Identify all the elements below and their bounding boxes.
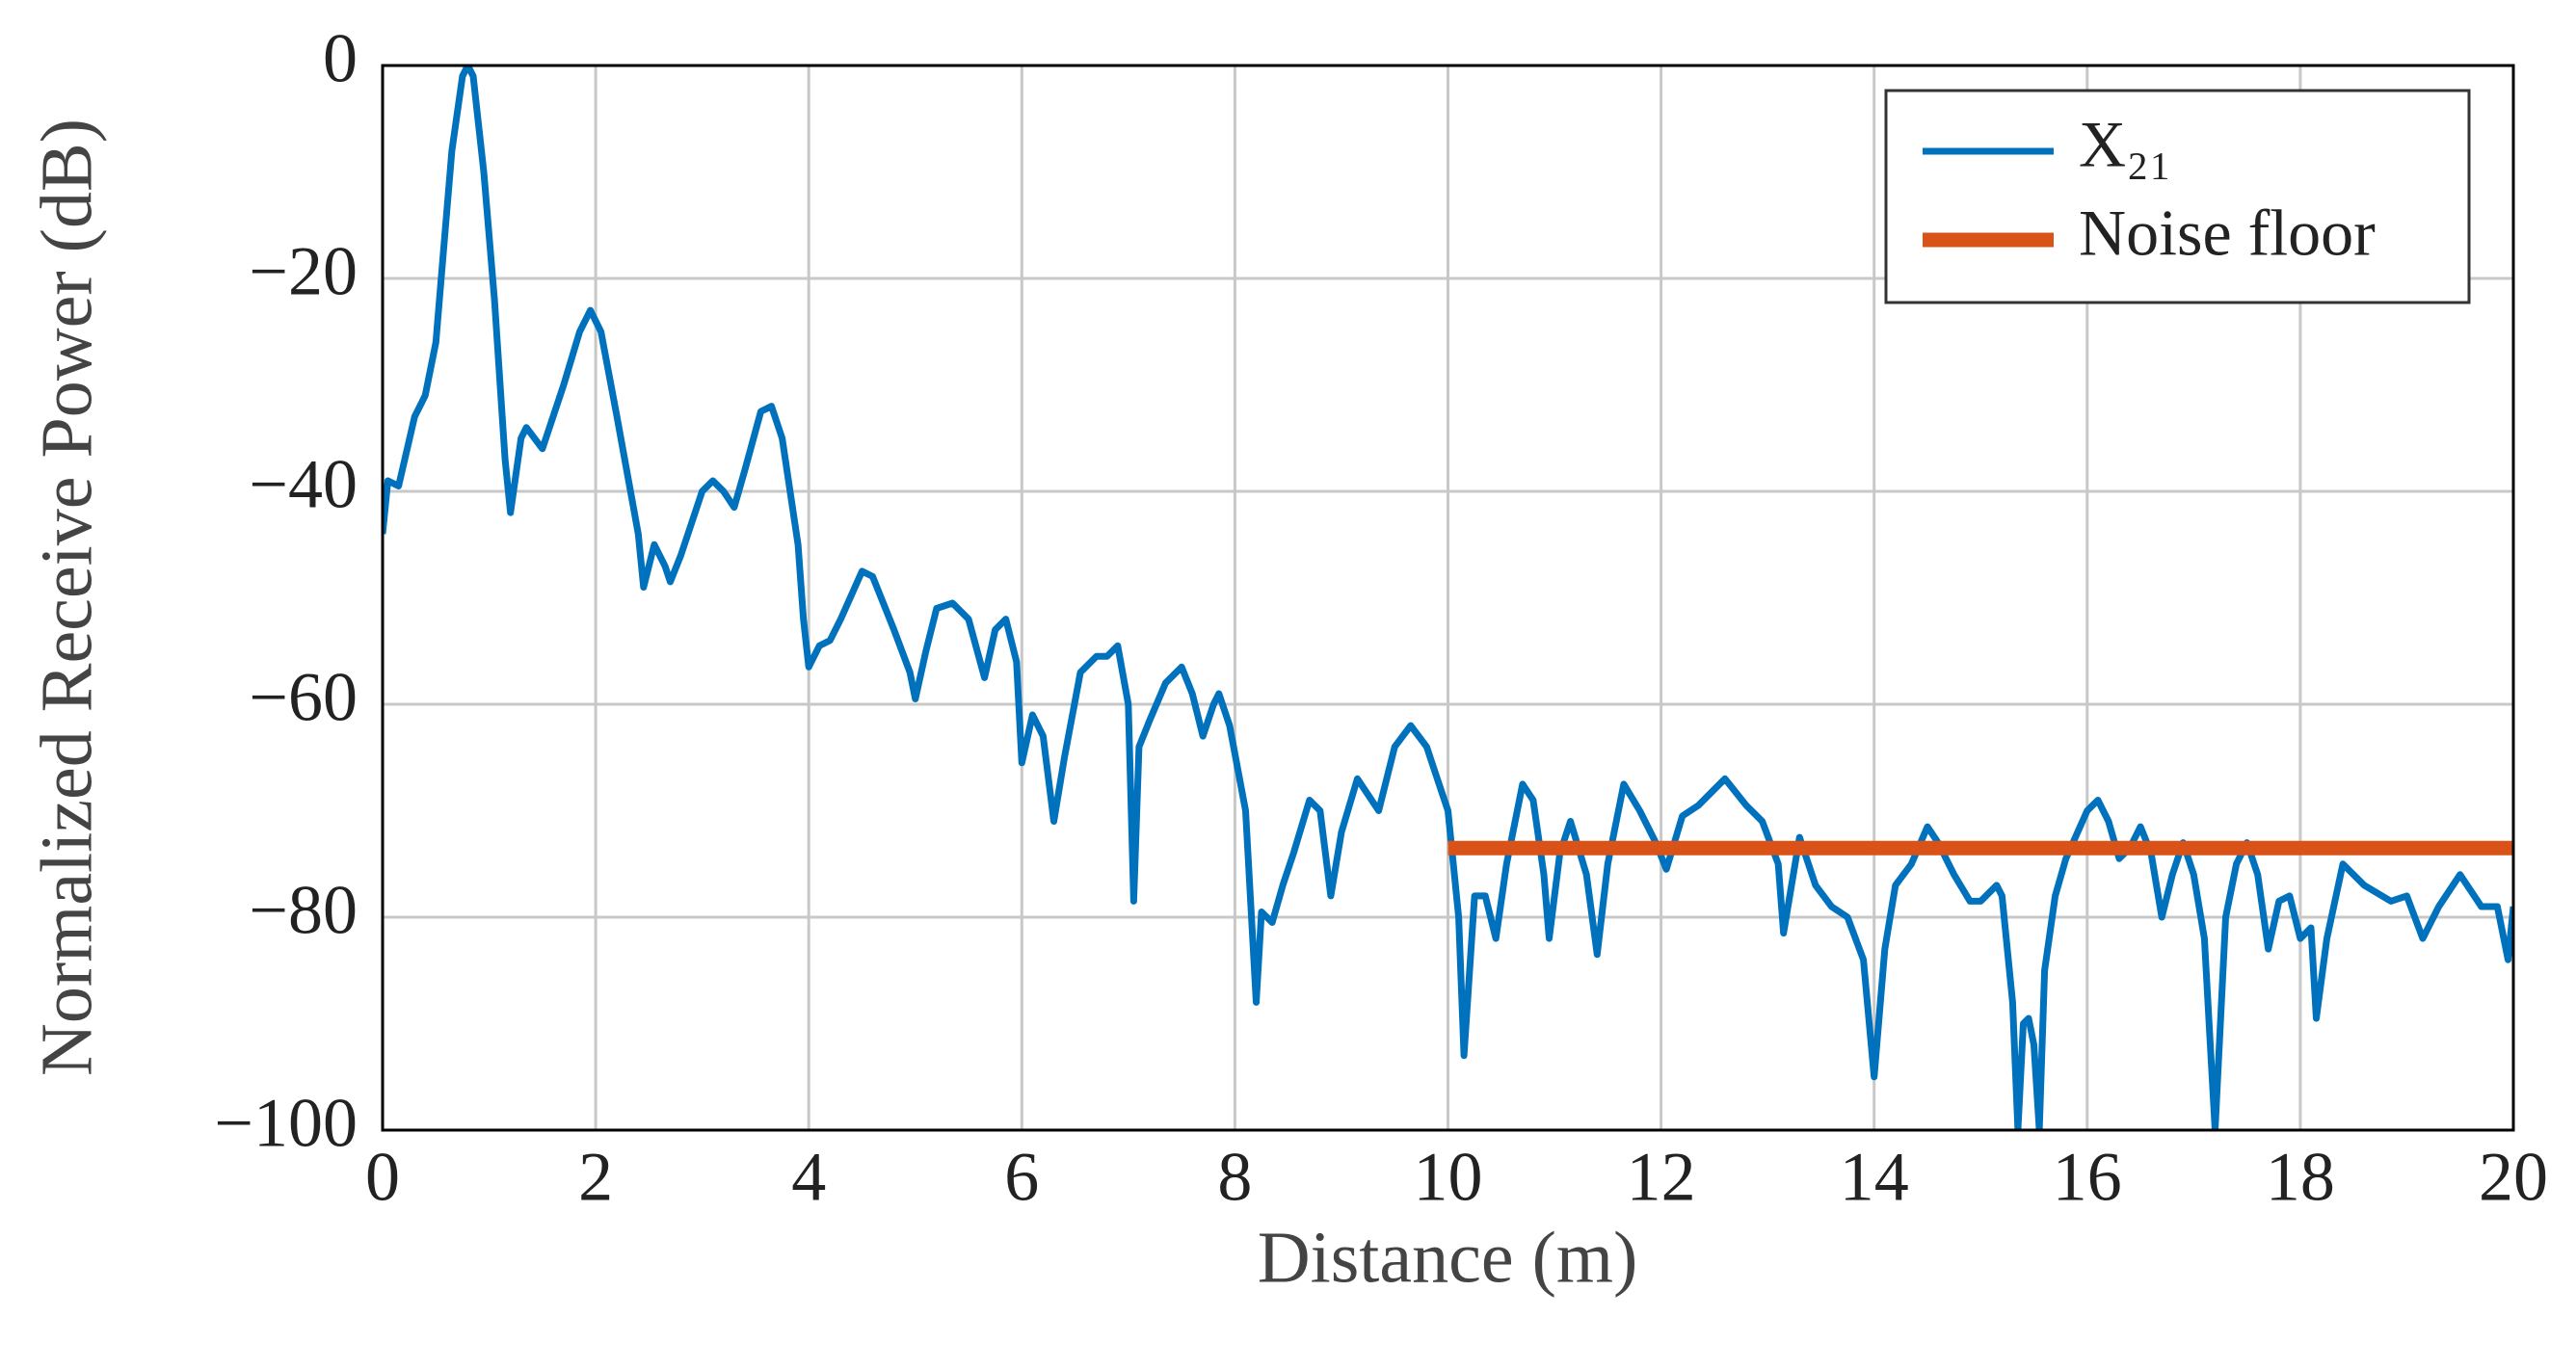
y-tick-label: −80 xyxy=(249,872,358,949)
legend: X₂₁ Noise floor xyxy=(1884,89,2471,304)
y-tick-label: −60 xyxy=(249,659,358,736)
x-axis-label: Distance (m) xyxy=(1258,1217,1638,1298)
legend-box xyxy=(1884,89,2471,304)
series-line xyxy=(383,66,2513,1130)
y-tick-label: −20 xyxy=(249,233,358,310)
tick-labels: 0 2 4 6 8 10 12 14 16 18 20 −100 −80 −60 −40 −20 0 xyxy=(214,20,2548,1216)
x-tick-label: 6 xyxy=(1004,1139,1039,1216)
x-tick-label: 8 xyxy=(1217,1139,1252,1216)
x-tick-label: 18 xyxy=(2266,1139,2335,1216)
x-tick-label: 10 xyxy=(1414,1139,1483,1216)
y-tick-label: −100 xyxy=(214,1085,358,1162)
x-tick-label: 14 xyxy=(1840,1139,1909,1216)
y-axis-label: Normalized Receive Power (dB) xyxy=(26,119,107,1076)
x-tick-label: 2 xyxy=(578,1139,613,1216)
legend-label: Noise floor xyxy=(2079,197,2376,270)
x-tick-label: 0 xyxy=(365,1139,400,1216)
x-tick-label: 20 xyxy=(2479,1139,2548,1216)
x-tick-label: 16 xyxy=(2053,1139,2122,1216)
x-tick-label: 12 xyxy=(1627,1139,1696,1216)
plot-area xyxy=(383,66,2513,1130)
y-tick-label: 0 xyxy=(323,20,358,97)
legend-label: X₂₁ xyxy=(2079,108,2172,181)
axes-box xyxy=(381,64,2515,1132)
y-tick-label: −40 xyxy=(249,446,358,523)
x-tick-label: 4 xyxy=(791,1139,826,1216)
